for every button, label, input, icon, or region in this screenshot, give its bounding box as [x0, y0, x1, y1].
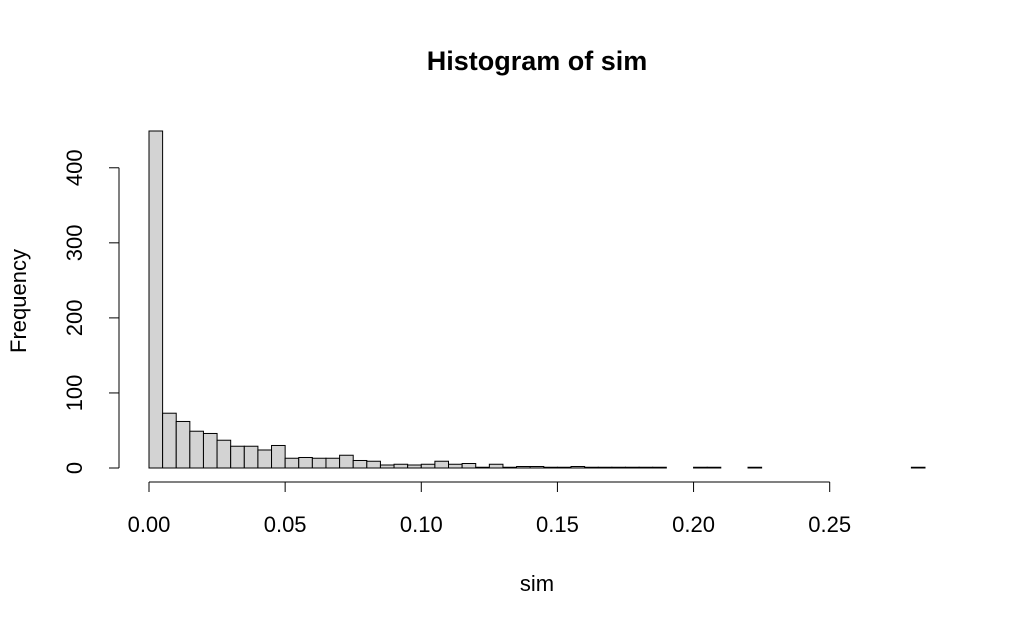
histogram-bar [352, 459, 368, 469]
histogram-bar [420, 463, 436, 469]
histogram-bar [543, 466, 558, 469]
x-axis: 0.00 0.05 0.10 0.15 0.20 0.25 [128, 481, 851, 537]
histogram-bar [624, 466, 640, 469]
y-tick-label: 200 [62, 300, 87, 337]
histogram-bar [706, 466, 722, 469]
histogram-bar [366, 460, 381, 469]
y-tick-label: 100 [62, 375, 87, 412]
histogram-bar [448, 463, 463, 469]
histogram-bar [570, 466, 586, 469]
y-tick-label: 0 [62, 462, 87, 474]
chart-title: Histogram of sim [427, 46, 648, 76]
histogram-bar [202, 432, 218, 469]
histogram-bar [693, 466, 708, 469]
x-tick-label: 0.10 [400, 512, 443, 537]
histogram-bar [407, 464, 422, 469]
x-tick-label: 0.15 [536, 512, 579, 537]
histogram-bar [230, 445, 245, 469]
histogram-bar [393, 463, 409, 469]
histogram-bar [271, 444, 286, 469]
histogram-bar [461, 463, 477, 469]
histogram-bar [584, 466, 599, 469]
histogram-bar [216, 439, 232, 469]
y-tick-label: 300 [62, 224, 87, 261]
bars-group [148, 130, 926, 469]
histogram-bar [529, 466, 545, 469]
histogram-bar [339, 454, 354, 469]
histogram-bar [488, 463, 504, 469]
histogram-bar [502, 466, 518, 469]
histogram-bar [189, 430, 204, 469]
histogram-bar [434, 460, 450, 469]
histogram-bar [162, 412, 177, 469]
x-tick-label: 0.05 [264, 512, 307, 537]
histogram-bar [516, 466, 531, 469]
x-tick-label: 0.20 [672, 512, 715, 537]
histogram-bar [910, 466, 926, 469]
y-axis-label: Frequency [6, 249, 31, 353]
x-tick-label: 0.25 [808, 512, 851, 537]
histogram-bar [257, 449, 273, 469]
y-tick-label: 400 [62, 149, 87, 186]
histogram-bar [243, 445, 259, 469]
x-axis-label: sim [520, 571, 554, 596]
histogram-bar [284, 457, 300, 469]
histogram-bar [175, 420, 191, 469]
histogram-bar [379, 464, 395, 469]
histogram-bar [747, 466, 763, 469]
histogram-bar [652, 466, 667, 469]
histogram-bar [638, 466, 654, 469]
histogram-bar [475, 466, 490, 469]
histogram-bar [325, 457, 341, 469]
histogram-bar [611, 466, 626, 469]
y-axis: 0 100 200 300 400 [62, 149, 120, 474]
histogram-bar [148, 130, 164, 469]
histogram-bar [597, 466, 613, 469]
x-tick-label: 0.00 [128, 512, 171, 537]
histogram-bar [311, 457, 327, 469]
histogram-bar [298, 456, 313, 469]
histogram-bar [556, 466, 572, 469]
